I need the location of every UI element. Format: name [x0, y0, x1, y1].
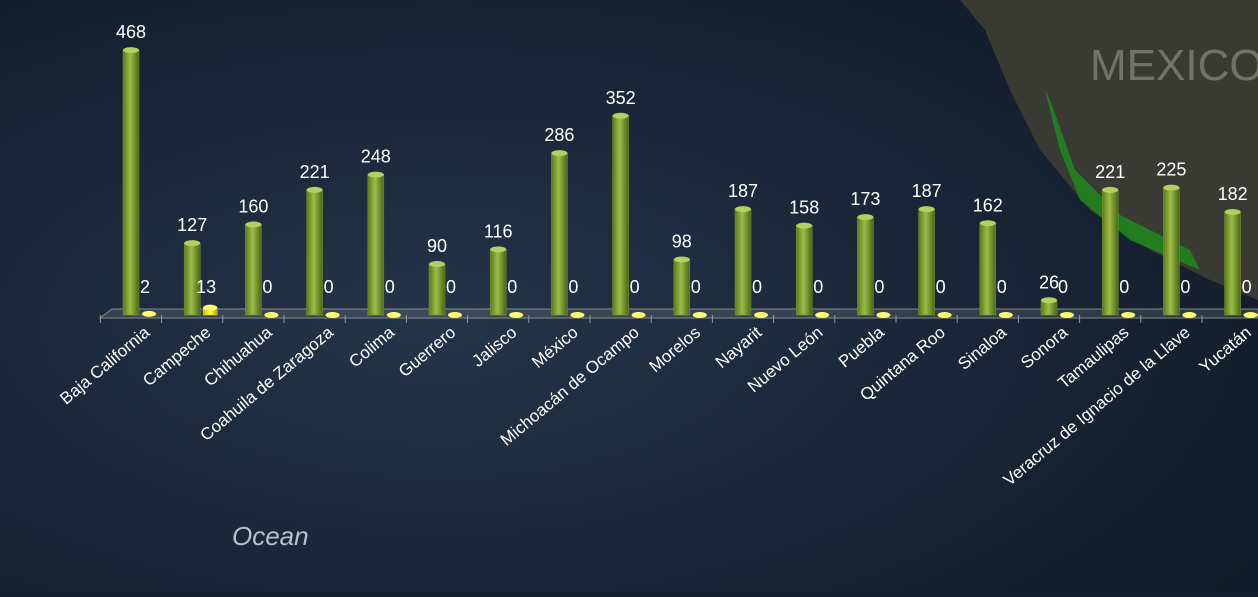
bar [429, 264, 445, 315]
data-label: 225 [1156, 160, 1186, 180]
data-label: 0 [630, 277, 640, 297]
bar-cap [1244, 312, 1258, 318]
bar [368, 175, 384, 315]
data-label: 162 [973, 195, 1003, 215]
data-label: 0 [446, 277, 456, 297]
data-label: 0 [752, 277, 762, 297]
bar-cap [245, 221, 261, 227]
bar [1102, 190, 1118, 315]
bar-cap [796, 223, 812, 229]
data-label: 0 [507, 277, 517, 297]
data-label: 0 [1058, 277, 1068, 297]
data-label: 0 [813, 277, 823, 297]
data-label: 158 [789, 198, 819, 218]
data-label: 0 [691, 277, 701, 297]
bar-cap [1102, 187, 1118, 193]
bar-cap [632, 312, 646, 318]
map-label: Ocean [232, 521, 309, 551]
bar-cap [999, 312, 1013, 318]
bar-cap [509, 312, 523, 318]
bar-cap [674, 257, 690, 263]
bar [980, 223, 996, 315]
bar-cap [123, 47, 139, 53]
bar-cap [490, 246, 506, 252]
bar-cap [857, 214, 873, 220]
data-label: 173 [850, 189, 880, 209]
bar-cap [307, 187, 323, 193]
chart: Ocean MEXICO Baja California4682Campeche… [0, 0, 1258, 592]
bar-cap [203, 305, 217, 311]
bar-cap [448, 312, 462, 318]
data-label: 0 [324, 277, 334, 297]
map-label: MEXICO [1090, 41, 1258, 90]
bar-cap [264, 312, 278, 318]
data-label: 160 [238, 196, 268, 216]
bar [613, 116, 629, 315]
bar-cap [613, 113, 629, 119]
bar-cap [551, 150, 567, 156]
data-label: 352 [606, 88, 636, 108]
data-label: 0 [874, 277, 884, 297]
bar-cap [693, 312, 707, 318]
data-label: 0 [997, 277, 1007, 297]
bar [674, 260, 690, 315]
bar-cap [919, 206, 935, 212]
bar-cap [429, 261, 445, 267]
data-label: 127 [177, 215, 207, 235]
bar [551, 153, 567, 315]
data-label: 182 [1218, 184, 1248, 204]
data-label: 187 [728, 181, 758, 201]
data-label: 0 [262, 277, 272, 297]
bar-cap [1121, 312, 1135, 318]
bar [857, 217, 873, 315]
data-label: 0 [1242, 277, 1252, 297]
bar-cap [368, 172, 384, 178]
data-label: 26 [1039, 272, 1059, 292]
bar [490, 249, 506, 315]
bar-cap [326, 312, 340, 318]
data-label: 0 [1119, 277, 1129, 297]
data-label: 468 [116, 22, 146, 42]
bar-cap [387, 312, 401, 318]
page: Ocean MEXICO Baja California4682Campeche… [0, 0, 1258, 592]
bar [796, 226, 812, 315]
bar-cap [1225, 209, 1241, 215]
bar [735, 209, 751, 315]
data-label: 248 [361, 147, 391, 167]
bar-cap [1041, 297, 1057, 303]
bar-cap [754, 312, 768, 318]
bar-cap [938, 312, 952, 318]
bar [245, 224, 261, 315]
data-label: 98 [672, 232, 692, 252]
data-label: 13 [196, 277, 216, 297]
bar [1163, 188, 1179, 315]
bar-cap [876, 312, 890, 318]
bar [1225, 212, 1241, 315]
data-label: 90 [427, 236, 447, 256]
bar-cap [184, 240, 200, 246]
bar-cap [980, 220, 996, 226]
data-label: 187 [912, 181, 942, 201]
bar-cap [142, 311, 156, 317]
data-label: 2 [140, 277, 150, 297]
bar-cap [735, 206, 751, 212]
bar-cap [1182, 312, 1196, 318]
bar-cap [815, 312, 829, 318]
bar [123, 50, 139, 315]
bar-cap [1060, 312, 1074, 318]
data-label: 286 [544, 125, 574, 145]
data-label: 221 [1095, 162, 1125, 182]
bar [307, 190, 323, 315]
data-label: 0 [936, 277, 946, 297]
data-label: 116 [484, 221, 513, 241]
data-label: 0 [385, 277, 395, 297]
data-label: 0 [1180, 277, 1190, 297]
bar [919, 209, 935, 315]
bar-cap [1163, 185, 1179, 191]
data-label: 0 [568, 277, 578, 297]
data-label: 221 [300, 162, 330, 182]
bar-cap [570, 312, 584, 318]
